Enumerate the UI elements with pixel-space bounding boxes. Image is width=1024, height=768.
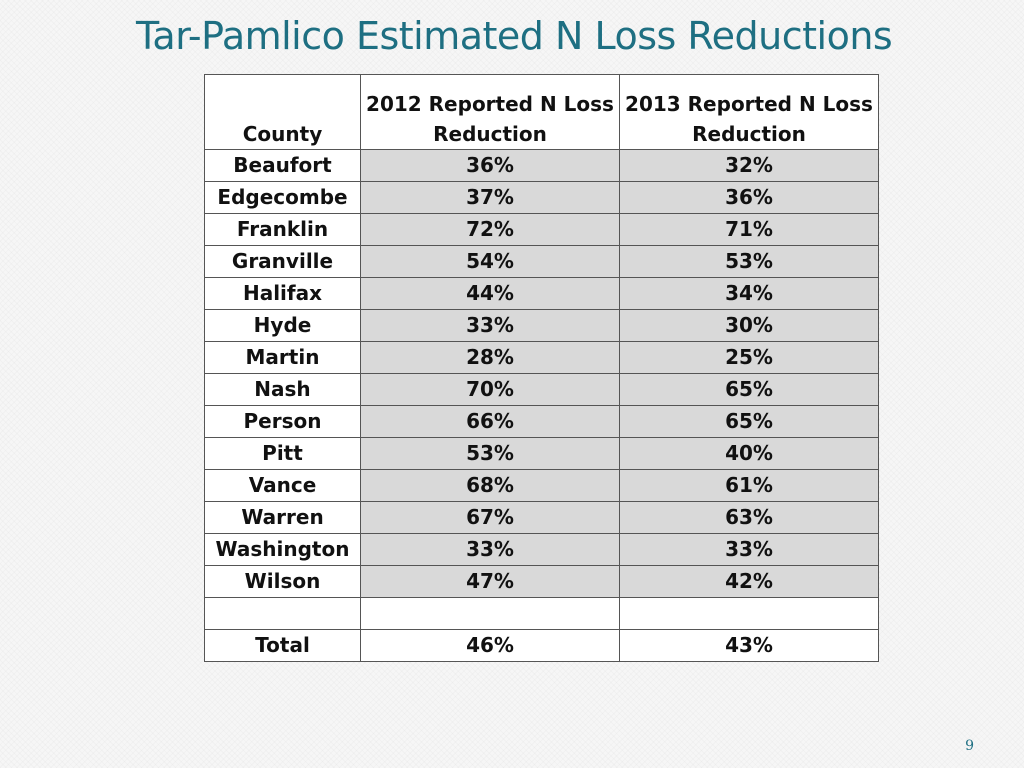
county-cell: Vance — [204, 469, 361, 502]
value-2012-cell: 36% — [360, 149, 620, 182]
table-header-row: County 2012 Reported N Loss Reduction 20… — [204, 74, 879, 150]
table-row: Halifax 44% 34% — [204, 277, 879, 310]
table-row: Franklin 72% 71% — [204, 213, 879, 246]
county-cell: Wilson — [204, 565, 361, 598]
table-row: Washington 33% 33% — [204, 533, 879, 566]
value-2012-cell: 33% — [360, 533, 620, 566]
page-number: 9 — [965, 738, 974, 754]
total-label-cell: Total — [204, 629, 361, 662]
value-2012-cell: 54% — [360, 245, 620, 278]
table-row: Person 66% 65% — [204, 405, 879, 438]
value-2012-cell: 67% — [360, 501, 620, 534]
header-2013-line1: 2013 Reported N Loss — [625, 92, 873, 116]
slide-title: Tar-Pamlico Estimated N Loss Reductions — [136, 14, 893, 58]
table-row: Hyde 33% 30% — [204, 309, 879, 342]
blank-cell — [619, 597, 879, 630]
table-row: Pitt 53% 40% — [204, 437, 879, 470]
county-cell: Washington — [204, 533, 361, 566]
county-cell: Beaufort — [204, 149, 361, 182]
n-loss-table-container: County 2012 Reported N Loss Reduction 20… — [204, 74, 879, 662]
county-cell: Martin — [204, 341, 361, 374]
county-cell: Granville — [204, 245, 361, 278]
header-2013-line2: Reduction — [692, 122, 806, 146]
value-2012-cell: 72% — [360, 213, 620, 246]
value-2013-cell: 33% — [619, 533, 879, 566]
county-cell: Edgecombe — [204, 181, 361, 214]
header-2013: 2013 Reported N Loss Reduction — [619, 74, 879, 150]
total-2012-cell: 46% — [360, 629, 620, 662]
header-county-label: County — [242, 122, 323, 146]
table-row: Nash 70% 65% — [204, 373, 879, 406]
value-2012-cell: 70% — [360, 373, 620, 406]
county-cell: Franklin — [204, 213, 361, 246]
blank-cell — [204, 597, 361, 630]
header-county: County — [204, 74, 361, 150]
table-row: Vance 68% 61% — [204, 469, 879, 502]
value-2013-cell: 65% — [619, 405, 879, 438]
table-row: Wilson 47% 42% — [204, 565, 879, 598]
value-2012-cell: 33% — [360, 309, 620, 342]
value-2013-cell: 34% — [619, 277, 879, 310]
table-row: Warren 67% 63% — [204, 501, 879, 534]
value-2012-cell: 47% — [360, 565, 620, 598]
blank-cell — [360, 597, 620, 630]
table-total-row: Total 46% 43% — [204, 629, 879, 662]
value-2013-cell: 25% — [619, 341, 879, 374]
value-2013-cell: 32% — [619, 149, 879, 182]
value-2012-cell: 28% — [360, 341, 620, 374]
value-2013-cell: 63% — [619, 501, 879, 534]
header-2012-line2: Reduction — [433, 122, 547, 146]
value-2013-cell: 40% — [619, 437, 879, 470]
value-2012-cell: 68% — [360, 469, 620, 502]
header-2012: 2012 Reported N Loss Reduction — [360, 74, 620, 150]
county-cell: Nash — [204, 373, 361, 406]
table-blank-row — [204, 597, 879, 630]
county-cell: Warren — [204, 501, 361, 534]
county-cell: Pitt — [204, 437, 361, 470]
n-loss-table: County 2012 Reported N Loss Reduction 20… — [204, 74, 879, 662]
value-2012-cell: 66% — [360, 405, 620, 438]
table-row: Beaufort 36% 32% — [204, 149, 879, 182]
header-2012-line1: 2012 Reported N Loss — [366, 92, 614, 116]
county-cell: Halifax — [204, 277, 361, 310]
value-2013-cell: 36% — [619, 181, 879, 214]
total-2013-cell: 43% — [619, 629, 879, 662]
table-row: Edgecombe 37% 36% — [204, 181, 879, 214]
value-2013-cell: 71% — [619, 213, 879, 246]
value-2013-cell: 30% — [619, 309, 879, 342]
county-cell: Hyde — [204, 309, 361, 342]
table-row: Martin 28% 25% — [204, 341, 879, 374]
value-2012-cell: 53% — [360, 437, 620, 470]
table-row: Granville 54% 53% — [204, 245, 879, 278]
value-2013-cell: 53% — [619, 245, 879, 278]
value-2013-cell: 65% — [619, 373, 879, 406]
county-cell: Person — [204, 405, 361, 438]
value-2012-cell: 44% — [360, 277, 620, 310]
value-2013-cell: 42% — [619, 565, 879, 598]
value-2013-cell: 61% — [619, 469, 879, 502]
value-2012-cell: 37% — [360, 181, 620, 214]
